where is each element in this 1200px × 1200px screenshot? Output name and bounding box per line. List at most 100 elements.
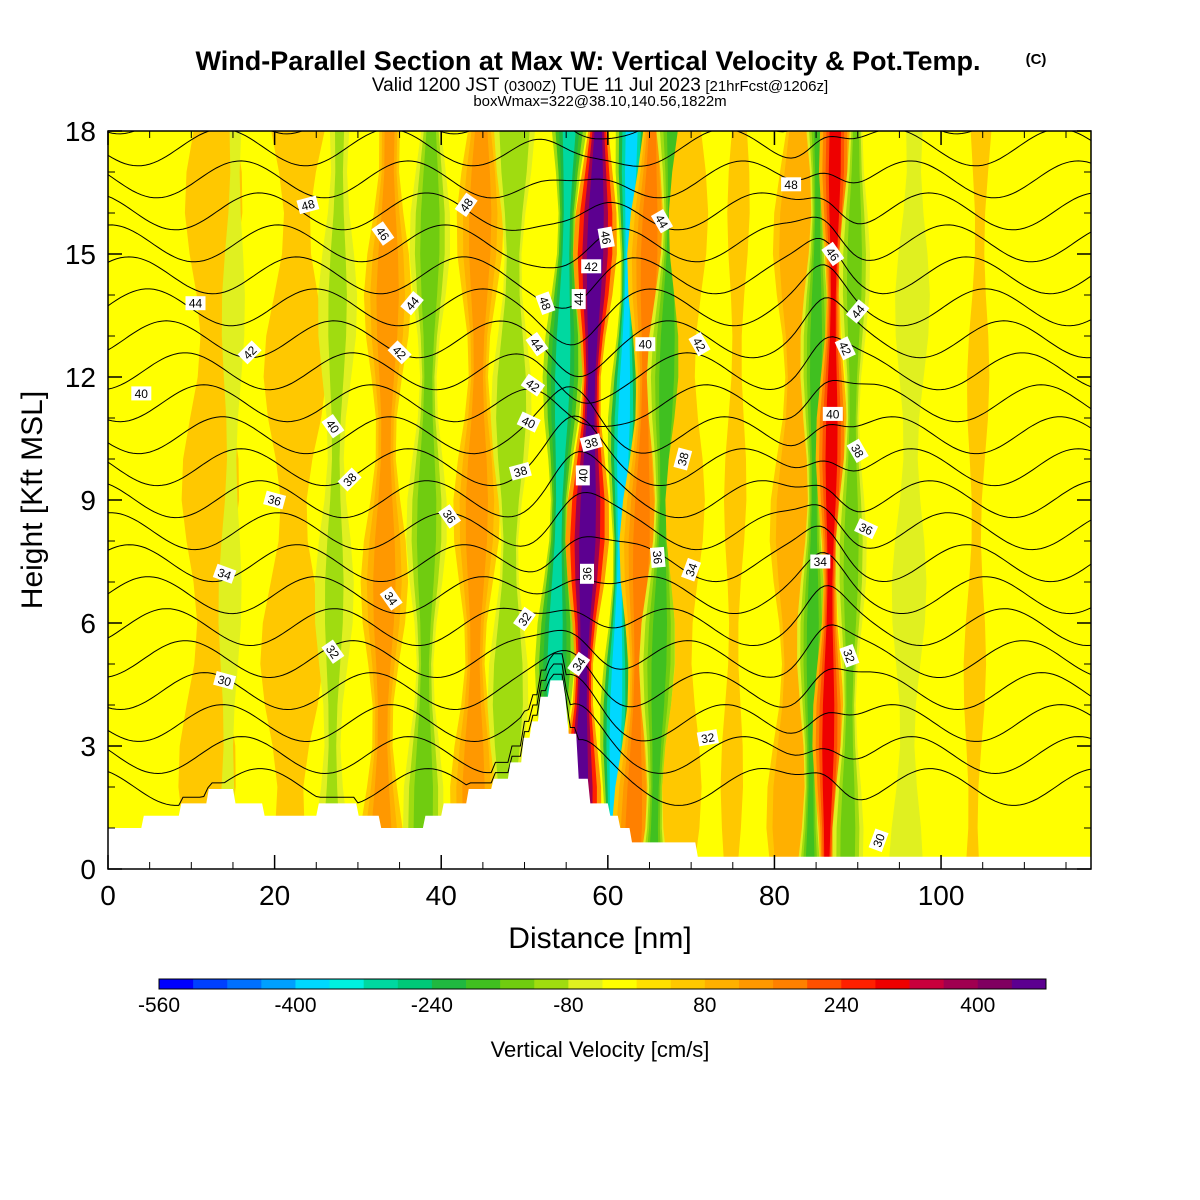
y-tick-label: 6	[80, 608, 96, 639]
contour-label: 42	[237, 340, 262, 365]
contour-label: 32	[321, 639, 345, 664]
velocity-contour-fill	[413, 131, 440, 869]
colorbar-swatch	[534, 979, 569, 989]
contour-label: 34	[379, 586, 403, 611]
contour-label-text: 38	[583, 435, 600, 452]
contour-label: 38	[508, 461, 532, 481]
colorbar-frame	[158, 978, 1047, 990]
contour-label-bg	[213, 671, 237, 690]
contour-label: 36	[580, 563, 595, 584]
contour-label-bg	[567, 651, 591, 677]
colorbar-swatch	[568, 979, 603, 989]
contour-label: 48	[296, 195, 320, 215]
contour-label-text: 30	[870, 832, 888, 850]
contour-label: 34	[567, 651, 591, 677]
contour-label-bg	[673, 447, 693, 471]
theta-contour-line	[108, 624, 1091, 679]
velocity-contour-fill	[805, 131, 824, 869]
contour-label-bg	[438, 504, 462, 529]
theta-contour-line	[108, 663, 1091, 775]
copyright-mark: (C)	[1026, 51, 1047, 68]
contour-label-bg	[821, 241, 845, 267]
theta-contour-line	[108, 264, 1091, 346]
contour-label-text: 48	[536, 295, 554, 313]
theta-contour-line	[108, 653, 1091, 743]
contour-label: 36	[263, 490, 287, 510]
contour-label: 44	[400, 291, 424, 316]
contour-label-bg	[597, 226, 615, 249]
contour-label: 42	[387, 340, 412, 365]
contour-label-bg	[868, 828, 889, 853]
valid-date: TUE 11 Jul 2023	[561, 75, 701, 96]
contour-label-text: 48	[784, 178, 798, 192]
contour-label-text: 44	[572, 292, 586, 306]
contour-label-bg	[237, 340, 262, 365]
terrain-mask	[108, 680, 1091, 869]
contour-label-bg	[525, 331, 549, 357]
contour-label-text: 40	[826, 407, 840, 421]
contour-label: 34	[810, 554, 831, 569]
contour-label-bg	[296, 195, 320, 215]
contour-label-bg	[516, 411, 541, 433]
colorbar-swatch	[397, 979, 433, 989]
contour-label-bg	[839, 644, 860, 668]
contour-label-text: 36	[650, 550, 665, 565]
theta-contour-line	[108, 192, 1091, 231]
contour-label: 34	[681, 557, 702, 582]
velocity-contour-fill	[321, 131, 347, 869]
contour-label: 46	[371, 221, 395, 246]
contour-label-bg	[845, 299, 870, 324]
contour-label-bg	[508, 461, 532, 481]
velocity-band	[487, 131, 535, 869]
contour-label: 40	[635, 337, 656, 352]
contour-label: 36	[438, 504, 462, 529]
x-tick-label: 100	[918, 880, 965, 911]
theta-contour-line	[108, 451, 1091, 519]
contour-label: 30	[213, 671, 237, 690]
colorbar-swatch	[943, 979, 979, 989]
contour-label-bg	[337, 467, 362, 492]
valid-utc: (0300Z)	[504, 78, 557, 95]
colorbar-swatch	[841, 979, 876, 989]
contour-label: 40	[516, 411, 541, 433]
x-tick-label: 20	[259, 880, 290, 911]
contour-label: 42	[520, 373, 546, 397]
contour-label-text: 42	[585, 260, 599, 274]
contour-label-text: 34	[683, 561, 701, 579]
contour-label-bg	[688, 332, 711, 357]
velocity-band	[178, 131, 243, 869]
contour-label-bg	[575, 465, 590, 486]
contour-label-text: 44	[189, 297, 203, 311]
contour-label-bg	[400, 291, 424, 316]
theta-contour-line	[108, 491, 1091, 551]
velocity-contour-fill	[276, 131, 311, 869]
contour-label-bg	[681, 557, 702, 582]
y-tick-label: 0	[80, 854, 96, 885]
y-tick-label: 9	[80, 485, 96, 516]
contour-label: 38	[846, 438, 869, 463]
contour-label-bg	[846, 438, 869, 463]
contour-label-text: 34	[814, 555, 828, 569]
contour-label-bg	[371, 221, 395, 246]
colorbar-swatch	[1011, 979, 1047, 989]
theta-contour-line	[108, 131, 974, 140]
y-tick-label: 3	[80, 731, 96, 762]
velocity-contour-fill	[188, 131, 233, 869]
contour-label-bg	[131, 386, 152, 401]
colorbar-ticks: -560 -400 -240 -80 80 240 400	[138, 994, 995, 1017]
contour-label: 44	[525, 331, 549, 357]
contour-label: 46	[821, 241, 845, 267]
colorbar-swatch	[704, 979, 740, 989]
velocity-band	[812, 131, 851, 869]
contour-label-bg	[379, 586, 403, 611]
contour-label-bg	[513, 606, 536, 632]
colorbar-tick-label: -240	[411, 994, 453, 1017]
contour-label: 32	[696, 729, 719, 747]
contour-label: 48	[781, 177, 802, 192]
contour-label-text: 36	[266, 492, 283, 509]
contour-label-bg	[696, 729, 719, 747]
contour-label-bg	[263, 490, 287, 510]
colorbar-tick-label: -400	[274, 994, 316, 1017]
velocity-contour-fill	[822, 131, 841, 869]
contour-label-bg	[520, 373, 546, 397]
